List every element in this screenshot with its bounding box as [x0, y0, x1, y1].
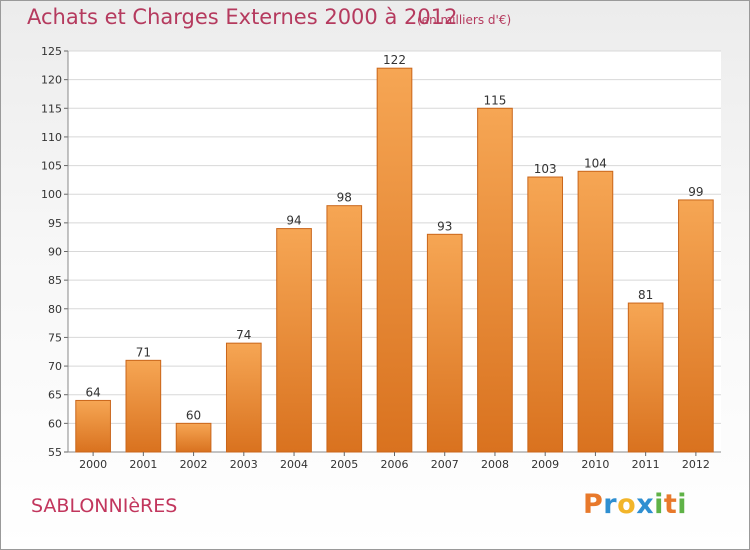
data-label: 98	[337, 191, 352, 205]
y-tick-label: 70	[48, 360, 62, 373]
data-label: 115	[484, 93, 507, 107]
x-tick-label: 2001	[129, 458, 157, 471]
x-tick-label: 2000	[79, 458, 107, 471]
bar-2009	[527, 176, 564, 453]
y-tick-label: 75	[48, 331, 62, 344]
data-label: 99	[688, 185, 703, 199]
bar-2007	[426, 233, 463, 453]
y-tick-label: 100	[41, 188, 62, 201]
logo-letter: t	[663, 489, 678, 520]
y-tick-label: 55	[48, 446, 62, 459]
y-tick-label: 85	[48, 274, 62, 287]
bar-2002	[175, 422, 212, 453]
x-tick-label: 2007	[431, 458, 459, 471]
data-label: 64	[85, 385, 100, 399]
bar-2012	[678, 199, 714, 453]
y-tick-label: 110	[41, 131, 62, 144]
data-label: 93	[437, 219, 452, 233]
x-tick-label: 2002	[180, 458, 208, 471]
data-label: 122	[383, 53, 406, 67]
logo-letter: P	[583, 489, 604, 520]
x-tick-label: 2011	[632, 458, 660, 471]
x-tick-label: 2004	[280, 458, 308, 471]
data-label: 74	[236, 328, 251, 342]
x-tick-label: 2005	[330, 458, 358, 471]
y-tick-label: 80	[48, 303, 62, 316]
y-tick-label: 90	[48, 246, 62, 259]
bar-2005	[326, 205, 363, 453]
data-label: 71	[136, 345, 151, 359]
bar-2000	[75, 399, 111, 453]
data-label: 104	[584, 156, 607, 170]
logo-letter: i	[677, 489, 688, 520]
y-tick-label: 105	[41, 160, 62, 173]
logo-letter: r	[603, 489, 618, 520]
data-label: 103	[534, 162, 557, 176]
logo-letter: i	[654, 489, 664, 520]
bar-2004	[276, 228, 312, 453]
logo-letter: x	[636, 489, 655, 520]
bar-2010	[577, 170, 614, 453]
bar-2006	[376, 67, 413, 453]
y-tick-label: 120	[41, 74, 62, 87]
x-tick-label: 2008	[481, 458, 509, 471]
chart-title: Achats et Charges Externes 2000 à 2012	[27, 5, 458, 29]
proxiti-logo: Proxiti	[583, 489, 687, 520]
bar-2011	[627, 302, 664, 453]
x-tick-label: 2003	[230, 458, 258, 471]
bar-2001	[125, 359, 162, 453]
location-name: SABLONNIèRES	[31, 495, 178, 517]
y-tick-label: 95	[48, 217, 62, 230]
bar-2008	[477, 107, 513, 453]
data-label: 94	[286, 214, 301, 228]
x-tick-label: 2009	[531, 458, 559, 471]
x-tick-label: 2010	[581, 458, 609, 471]
chart-subtitle: (en milliers d'€)	[417, 13, 512, 27]
y-tick-label: 125	[41, 45, 62, 58]
x-tick-label: 2006	[381, 458, 409, 471]
y-tick-label: 60	[48, 417, 62, 430]
logo-letter: o	[617, 489, 637, 520]
data-label: 81	[638, 288, 653, 302]
y-tick-label: 65	[48, 389, 62, 402]
x-tick-label: 2012	[682, 458, 710, 471]
data-label: 60	[186, 408, 201, 422]
bar-2003	[225, 342, 262, 453]
y-tick-label: 115	[41, 102, 62, 115]
